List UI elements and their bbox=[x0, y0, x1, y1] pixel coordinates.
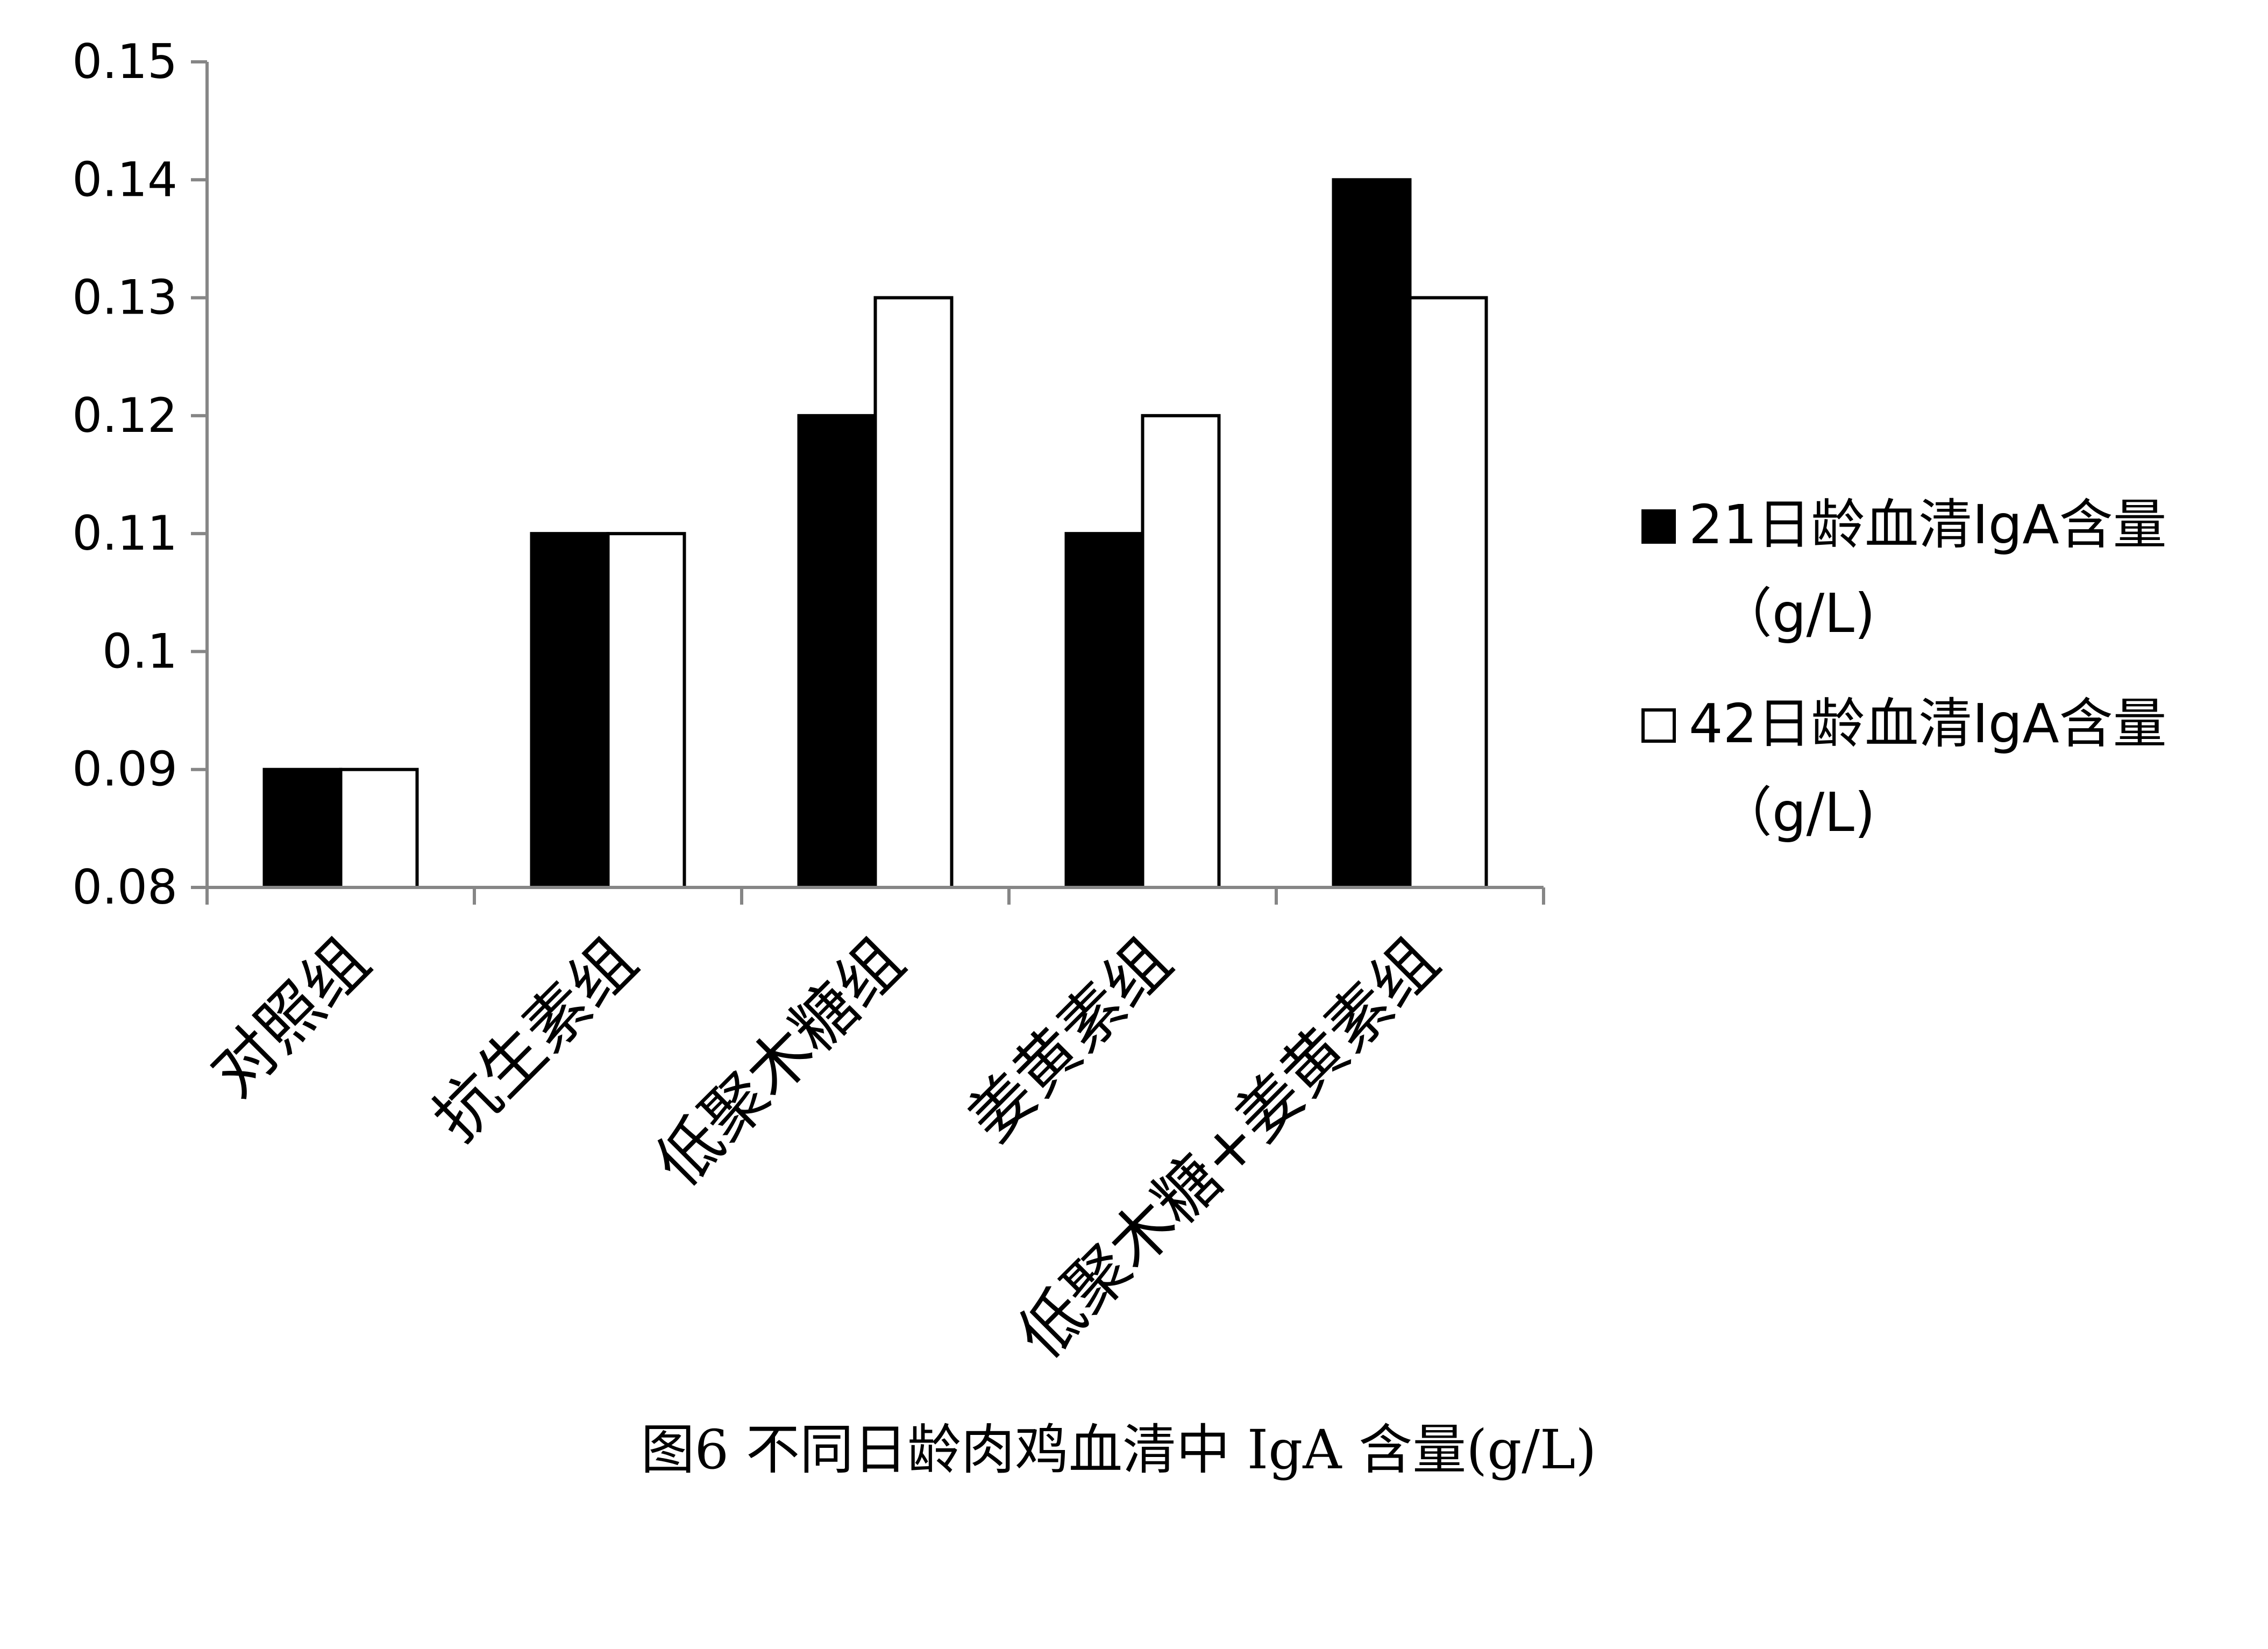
bar-day21 bbox=[262, 767, 343, 889]
y-tick-label: 0.13 bbox=[72, 270, 177, 325]
y-tick-label: 0.11 bbox=[72, 506, 177, 561]
bar-day21 bbox=[530, 532, 610, 889]
y-axis-ticks: 0.08 0.09 0.1 0.11 0.12 0.13 0.14 0.15 bbox=[72, 34, 207, 915]
legend-label: 42日龄血清IgA含量 bbox=[1689, 692, 2167, 755]
legend-label: （g/L) bbox=[1718, 582, 1875, 645]
bar-day42 bbox=[1141, 414, 1221, 889]
category-label: 低聚木糖组 bbox=[642, 923, 919, 1200]
bars bbox=[262, 178, 1488, 889]
y-tick-label: 0.09 bbox=[72, 742, 177, 797]
legend-swatch bbox=[1641, 509, 1676, 544]
legend-label: （g/L) bbox=[1718, 781, 1875, 844]
y-tick-label: 0.15 bbox=[72, 34, 177, 89]
category-label: 姜黄素组 bbox=[954, 923, 1185, 1155]
category-label: 对照组 bbox=[196, 923, 383, 1111]
y-tick-label: 0.14 bbox=[72, 152, 177, 207]
bar-day21 bbox=[1064, 532, 1144, 889]
category-label: 抗生素组 bbox=[419, 923, 651, 1155]
bar-day42 bbox=[1408, 296, 1488, 889]
bar-day42 bbox=[873, 296, 954, 889]
legend: 21日龄血清IgA含量 （g/L) 42日龄血清IgA含量 （g/L) bbox=[1641, 493, 2167, 844]
legend-label: 21日龄血清IgA含量 bbox=[1689, 493, 2167, 556]
y-tick-label: 0.1 bbox=[102, 623, 177, 679]
y-tick-label: 0.12 bbox=[72, 388, 177, 443]
axes bbox=[205, 62, 1545, 905]
y-tick-label: 0.08 bbox=[72, 859, 177, 915]
bar-day21 bbox=[797, 414, 877, 889]
bar-day42 bbox=[339, 767, 419, 889]
legend-swatch bbox=[1641, 708, 1676, 743]
figure-caption: 图6 不同日龄肉鸡血清中 IgA 含量(g/L) bbox=[641, 1418, 1597, 1481]
bar-day42 bbox=[606, 532, 686, 889]
bar-day21 bbox=[1332, 178, 1412, 889]
